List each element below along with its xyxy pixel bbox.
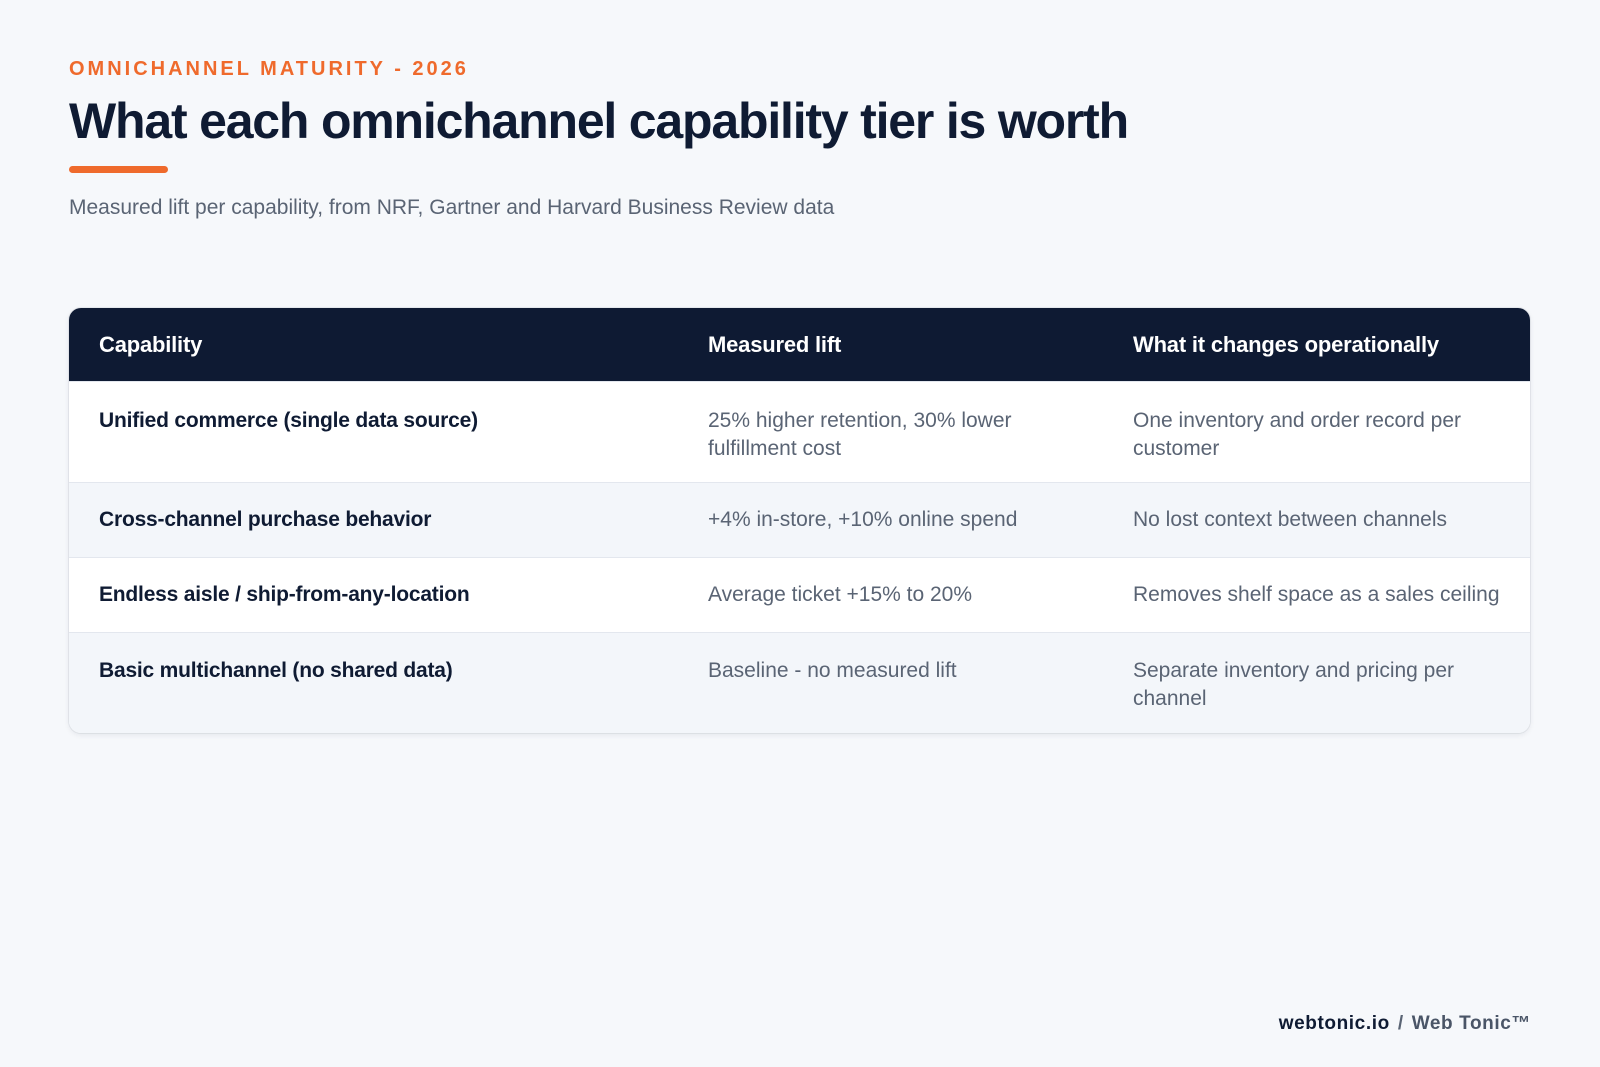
eyebrow-label: OMNICHANNEL MATURITY - 2026 [69,58,469,80]
operational-change-cell: Separate inventory and pricing per chann… [1133,659,1455,710]
title-underline [69,166,168,173]
slide: OMNICHANNEL MATURITY - 2026 What each om… [69,0,1531,1067]
table-row: Cross-channel purchase behavior +4% in-s… [69,482,1530,557]
column-header-operational-change: What it changes operationally [1133,331,1439,357]
footer-credit: webtonic.io / Web Tonic™ [1279,1013,1531,1035]
measured-lift-cell: Average ticket +15% to 20% [708,583,973,606]
column-header-measured-lift: Measured lift [708,331,842,357]
table-row: Basic multichannel (no shared data) Base… [69,632,1530,733]
footer-brand: Web Tonic™ [1411,1013,1531,1034]
operational-change-cell: No lost context between channels [1133,508,1448,531]
capability-cell: Cross-channel purchase behavior [99,508,432,531]
table-row: Unified commerce (single data source) 25… [69,381,1530,482]
measured-lift-cell: +4% in-store, +10% online spend [708,508,1018,531]
page-subtitle: Measured lift per capability, from NRF, … [69,196,835,219]
table-header-row: Capability Measured lift What it changes… [69,308,1530,381]
measured-lift-cell: 25% higher retention, 30% lower fulfillm… [708,409,1012,460]
operational-change-cell: Removes shelf space as a sales ceiling [1133,583,1500,606]
operational-change-cell: One inventory and order record per custo… [1133,409,1462,460]
table-row: Endless aisle / ship-from-any-location A… [69,557,1530,632]
page-title: What each omnichannel capability tier is… [69,93,1129,149]
capability-cell: Endless aisle / ship-from-any-location [99,583,470,606]
column-header-capability: Capability [99,331,203,357]
measured-lift-cell: Baseline - no measured lift [708,659,957,682]
capability-cell: Unified commerce (single data source) [99,409,478,432]
capability-table: Capability Measured lift What it changes… [69,308,1530,733]
capability-cell: Basic multichannel (no shared data) [99,659,453,682]
footer-separator: / [1397,1013,1404,1034]
footer-domain: webtonic.io [1278,1013,1390,1034]
